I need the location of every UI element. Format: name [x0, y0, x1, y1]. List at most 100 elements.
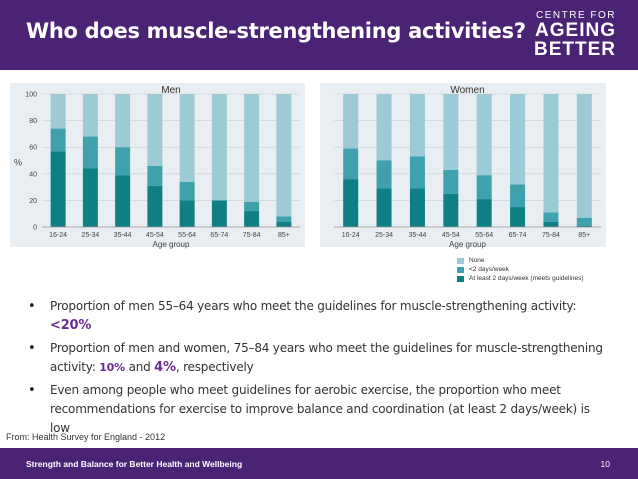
bullet-1-text: Proportion of men 55–64 years who meet t… — [50, 299, 577, 313]
women-bar-none-16-24 — [343, 94, 359, 149]
bullet-2-text: Proportion of men and women, 75–84 years… — [50, 341, 603, 374]
legend-label-lt2: <2 days/week — [469, 266, 509, 273]
women-x-tick-label: 45-54 — [442, 232, 460, 239]
bullet-1-value: <20% — [50, 318, 92, 333]
men-bar-atleast2-45-54 — [147, 185, 163, 227]
women-x-tick-label: 35-44 — [408, 232, 426, 239]
bullet-3-text: Even among people who meet guidelines fo… — [50, 383, 590, 435]
women-bar-none-45-54 — [443, 94, 459, 170]
men-y-tick-label: 60 — [29, 145, 37, 152]
women-bar-none-85+ — [576, 94, 592, 218]
men-chart-title: Men — [161, 85, 180, 96]
chart-legend: None <2 days/week At least 2 days/week (… — [457, 256, 584, 283]
men-y-tick-label: 80 — [29, 118, 37, 125]
men-y-tick-label: 0 — [33, 225, 37, 232]
women-bar-lt2-25-34 — [376, 160, 392, 189]
logo-line-1: CENTRE FOR — [536, 10, 616, 21]
women-x-tick-label: 25-34 — [375, 232, 393, 239]
logo-line-2: AGEING — [535, 20, 616, 41]
charts-svg: 0 20 40 60 80 100% 16-24 25-34 35-44 45-54 55-64 65… — [14, 85, 601, 249]
men-bar-atleast2-16-24 — [50, 151, 66, 227]
women-chart-title: Women — [450, 85, 484, 96]
men-bar-none-45-54 — [147, 94, 163, 166]
women-x-tick-label: 16-24 — [342, 232, 360, 239]
women-bar-lt2-75-84 — [543, 212, 559, 222]
footer-bar: Strength and Balance for Better Health a… — [0, 448, 638, 479]
bullet-75-84: Proportion of men and women, 75–84 years… — [28, 339, 613, 377]
logo-line-3: BETTER — [534, 39, 616, 60]
women-x-tick-label: 75-84 — [542, 232, 560, 239]
page-number: 10 — [600, 459, 610, 469]
bullet-2-and: and — [124, 360, 155, 374]
men-x-tick-label: 65-74 — [210, 232, 228, 239]
women-bar-none-25-34 — [376, 94, 392, 161]
men-bar-lt2-85+ — [276, 216, 292, 222]
men-bar-atleast2-25-34 — [82, 168, 98, 227]
men-bar-atleast2-75-84 — [244, 211, 260, 227]
women-bar-none-65-74 — [510, 94, 526, 185]
men-y-tick-label: 100 — [25, 92, 37, 99]
legend-swatch-atleast2 — [457, 275, 464, 282]
legend-item-none: None — [457, 256, 584, 265]
men-bar-none-65-74 — [211, 94, 227, 201]
men-x-tick-label: 35-44 — [114, 232, 132, 239]
women-x-tick-label: 85+ — [578, 232, 590, 239]
men-bar-atleast2-35-44 — [115, 175, 131, 227]
men-x-tick-label: 85+ — [278, 232, 290, 239]
men-x-tick-label: 45-54 — [146, 232, 164, 239]
men-x-tick-label: 75-84 — [243, 232, 261, 239]
men-bar-none-85+ — [276, 94, 292, 217]
men-bar-lt2-35-44 — [115, 147, 131, 176]
women-x-axis-label: Age group — [449, 240, 486, 249]
men-x-tick-label: 16-24 — [49, 232, 67, 239]
women-bar-none-55-64 — [476, 94, 492, 176]
men-y-tick-label: 20 — [29, 198, 37, 205]
men-bar-atleast2-55-64 — [179, 200, 195, 227]
women-bar-lt2-65-74 — [510, 184, 526, 208]
men-bar-none-25-34 — [82, 94, 98, 137]
bullet-2-value-men: 10% — [99, 361, 125, 374]
women-bar-atleast2-55-64 — [476, 199, 492, 227]
women-bar-atleast2-45-54 — [443, 193, 459, 227]
women-bar-none-35-44 — [409, 94, 425, 157]
women-bar-atleast2-25-34 — [376, 188, 392, 227]
women-x-tick-label: 55-64 — [475, 232, 493, 239]
men-chart: 0 20 40 60 80 100% 16-24 25-34 35-44 45-54 55-64 65… — [14, 85, 300, 249]
bullet-balance: Even among people who meet guidelines fo… — [28, 381, 613, 438]
legend-item-atleast2: At least 2 days/week (meets guidelines) — [457, 274, 584, 283]
women-bar-lt2-85+ — [576, 217, 592, 226]
women-bar-atleast2-65-74 — [510, 207, 526, 227]
men-y-tick-label: 40 — [29, 171, 37, 178]
legend-label-atleast2: At least 2 days/week (meets guidelines) — [469, 275, 584, 282]
women-bar-lt2-45-54 — [443, 169, 459, 194]
women-bar-none-75-84 — [543, 94, 559, 213]
footer-text: Strength and Balance for Better Health a… — [26, 459, 243, 469]
men-bar-lt2-25-34 — [82, 136, 98, 169]
bullet-2-value-women: 4% — [154, 360, 176, 375]
men-bar-atleast2-65-74 — [211, 200, 227, 227]
men-bar-none-75-84 — [244, 94, 260, 202]
bullet-2-end: , respectively — [175, 360, 254, 374]
women-bar-lt2-35-44 — [409, 156, 425, 189]
women-chart: 16-24 25-34 35-44 45-54 55-64 65-74 75-84 85+ Wo… — [334, 85, 601, 249]
men-x-tick-label: 25-34 — [81, 232, 99, 239]
men-bar-none-35-44 — [115, 94, 131, 148]
women-bar-atleast2-85+ — [576, 225, 592, 227]
men-x-axis-label: Age group — [153, 240, 190, 249]
legend-swatch-none — [457, 257, 464, 264]
men-x-tick-label: 55-64 — [178, 232, 196, 239]
men-bar-lt2-45-54 — [147, 165, 163, 186]
legend-swatch-lt2 — [457, 266, 464, 273]
women-x-tick-label: 65-74 — [509, 232, 527, 239]
bullet-list: Proportion of men 55–64 years who meet t… — [28, 297, 613, 442]
men-bar-none-55-64 — [179, 94, 195, 182]
women-bar-lt2-55-64 — [476, 175, 492, 200]
header-bar: Who does muscle-strengthening activities… — [0, 0, 638, 70]
legend-label-none: None — [469, 257, 485, 264]
women-bar-atleast2-35-44 — [409, 188, 425, 227]
centre-for-ageing-better-logo: CENTRE FOR AGEING BETTER — [534, 10, 616, 60]
men-bar-atleast2-85+ — [276, 221, 292, 227]
page-title: Who does muscle-strengthening activities… — [26, 19, 526, 43]
women-bar-atleast2-16-24 — [343, 179, 359, 227]
men-bar-lt2-55-64 — [179, 181, 195, 201]
